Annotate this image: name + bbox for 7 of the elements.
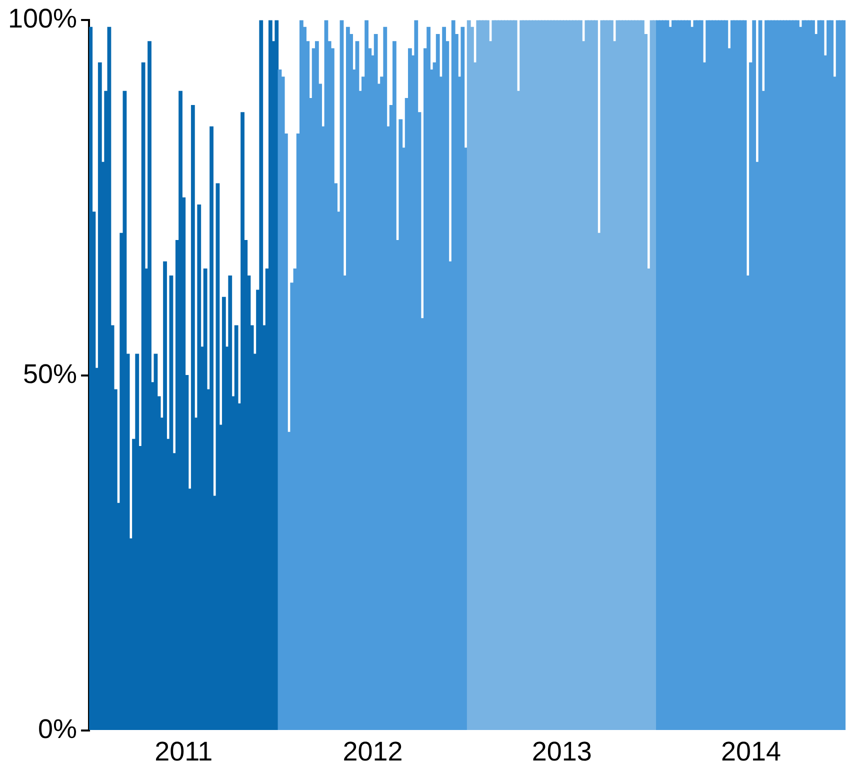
y-tick-label: 100% [8,4,78,34]
x-tick-label: 2014 [720,736,782,766]
x-tick-label: 2012 [342,736,403,766]
y-tick-label: 50% [23,358,78,389]
x-tick-label: 2011 [154,736,213,766]
y-tick-label: 0% [38,714,78,744]
x-tick-label: 2013 [532,736,592,766]
